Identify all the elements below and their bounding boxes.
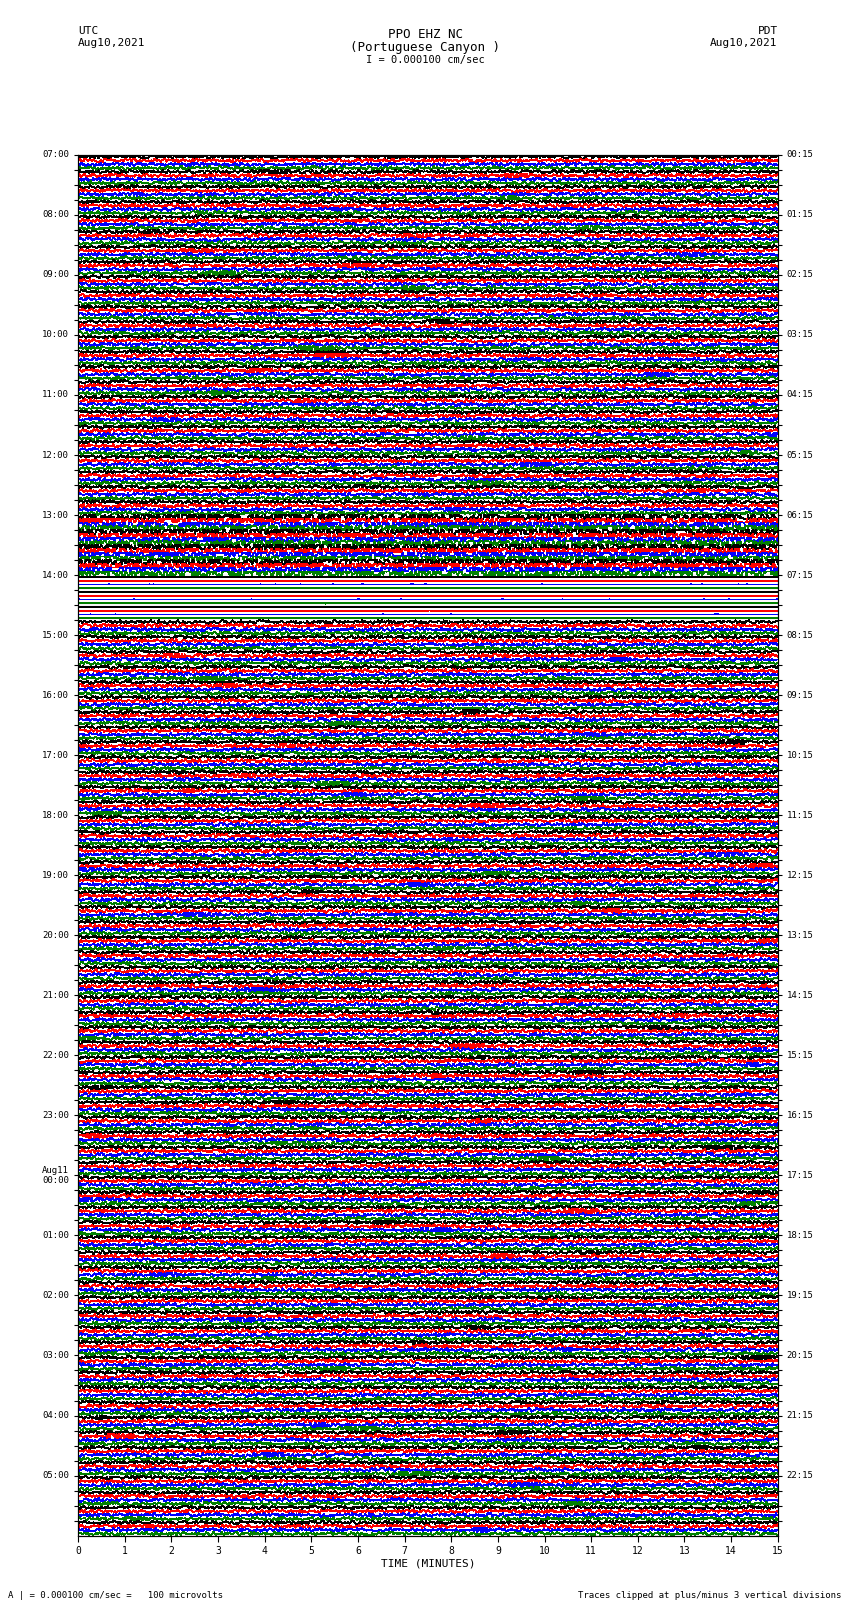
X-axis label: TIME (MINUTES): TIME (MINUTES) — [381, 1558, 475, 1569]
Text: A | = 0.000100 cm/sec =   100 microvolts: A | = 0.000100 cm/sec = 100 microvolts — [8, 1590, 224, 1600]
Text: Traces clipped at plus/minus 3 vertical divisions: Traces clipped at plus/minus 3 vertical … — [578, 1590, 842, 1600]
Text: (Portuguese Canyon ): (Portuguese Canyon ) — [350, 40, 500, 53]
Text: PDT: PDT — [757, 26, 778, 37]
Text: PPO EHZ NC: PPO EHZ NC — [388, 27, 462, 40]
Text: Aug10,2021: Aug10,2021 — [78, 39, 145, 48]
Text: UTC: UTC — [78, 26, 99, 37]
Text: Aug10,2021: Aug10,2021 — [711, 39, 778, 48]
Text: I = 0.000100 cm/sec: I = 0.000100 cm/sec — [366, 55, 484, 65]
